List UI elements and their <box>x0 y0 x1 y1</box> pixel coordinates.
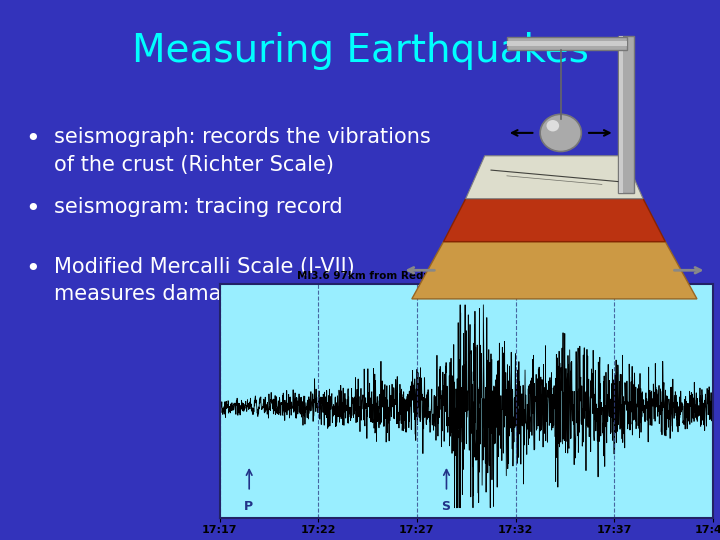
Circle shape <box>546 120 559 131</box>
Bar <box>507 37 627 50</box>
Bar <box>507 41 627 45</box>
Text: seismograph: records the vibrations
of the crust (Richter Scale): seismograph: records the vibrations of t… <box>54 127 431 175</box>
Bar <box>619 36 623 193</box>
Title: MI3.6 97km from Redwood City,CA, 8 km N of Salinas, CA: MI3.6 97km from Redwood City,CA, 8 km N … <box>297 271 635 281</box>
Text: •: • <box>25 127 40 151</box>
Text: P: P <box>244 500 253 513</box>
Text: •: • <box>25 256 40 280</box>
Text: seismogram: tracing record: seismogram: tracing record <box>54 197 343 217</box>
Polygon shape <box>466 156 643 199</box>
Circle shape <box>540 114 581 152</box>
Bar <box>618 36 634 193</box>
Text: Modified Mercalli Scale (I-VII)
measures damage: Modified Mercalli Scale (I-VII) measures… <box>54 256 355 305</box>
Polygon shape <box>444 199 665 241</box>
Polygon shape <box>412 241 697 299</box>
Text: Measuring Earthquakes: Measuring Earthquakes <box>132 32 588 70</box>
Text: •: • <box>25 197 40 221</box>
Text: S: S <box>441 500 451 513</box>
